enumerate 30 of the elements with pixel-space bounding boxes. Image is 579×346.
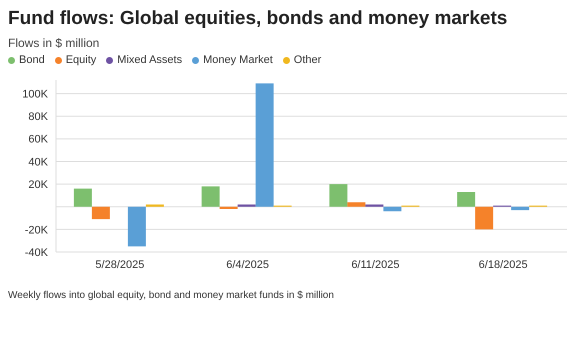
bar (74, 188, 92, 207)
legend-label: Equity (66, 54, 96, 66)
y-tick-label: 60K (28, 134, 49, 146)
bar (511, 206, 530, 210)
bar (256, 83, 274, 207)
y-tick-label: 40K (28, 156, 49, 168)
bar (347, 202, 366, 207)
x-tick-label: 6/11/2025 (351, 258, 400, 271)
bar (128, 206, 146, 246)
legend-label: Money Market (203, 54, 273, 66)
y-tick-label: 80K (28, 111, 49, 124)
bar (457, 192, 476, 207)
legend-label: Other (294, 54, 322, 66)
chart-title: Fund flows: Global equities, bonds and money markets (8, 8, 508, 30)
y-tick-label: -20K (24, 224, 49, 236)
x-tick-label: 5/28/2025 (95, 258, 144, 271)
x-tick-label: 6/4/2025 (226, 258, 270, 271)
bar (329, 184, 348, 207)
y-tick-label: 20K (28, 179, 49, 192)
y-tick-label: -40K (24, 246, 49, 259)
y-tick-label: 100K (22, 88, 49, 100)
bar (475, 206, 494, 230)
chart-subtitle: Flows in $ million (8, 36, 100, 50)
bar (92, 206, 110, 220)
legend-label: Mixed Assets (117, 54, 182, 66)
bar (383, 206, 402, 212)
text: Weekly flows into global equity, bond and money market funds in $ million (8, 290, 335, 301)
bar (202, 186, 220, 207)
x-tick-label: 6/18/2025 (478, 258, 528, 271)
legend-label: Bond (19, 54, 45, 66)
